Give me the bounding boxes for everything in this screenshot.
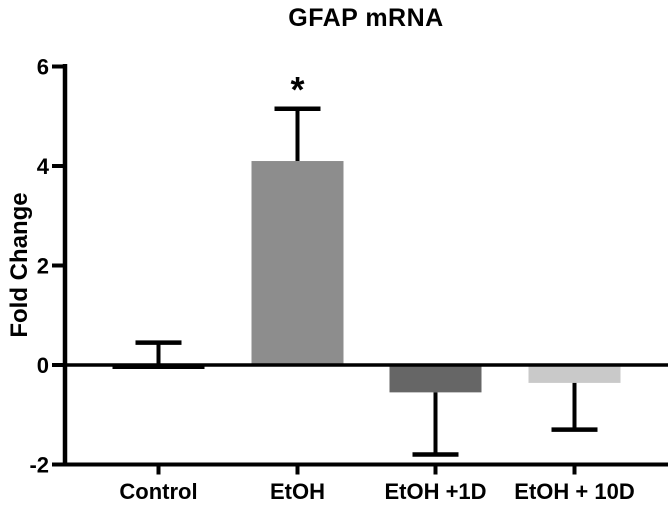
bar-control xyxy=(112,365,205,369)
y-tick-label: 6 xyxy=(37,55,49,80)
x-category-label: Control xyxy=(119,479,197,504)
bar-etoh-1d xyxy=(389,365,482,393)
bar-etoh-10d xyxy=(528,365,621,383)
y-tick-label: 4 xyxy=(37,154,50,179)
x-category-label: EtOH xyxy=(270,479,325,504)
x-category-label: EtOH + 10D xyxy=(514,479,634,504)
bar-etoh xyxy=(251,161,344,365)
chart-title: GFAP mRNA xyxy=(288,4,444,32)
y-tick-label: 2 xyxy=(37,254,49,279)
significance-asterisk: * xyxy=(290,69,304,110)
y-tick-label: 0 xyxy=(37,353,49,378)
y-tick-label: -2 xyxy=(29,453,49,478)
x-category-label: EtOH +1D xyxy=(384,479,486,504)
